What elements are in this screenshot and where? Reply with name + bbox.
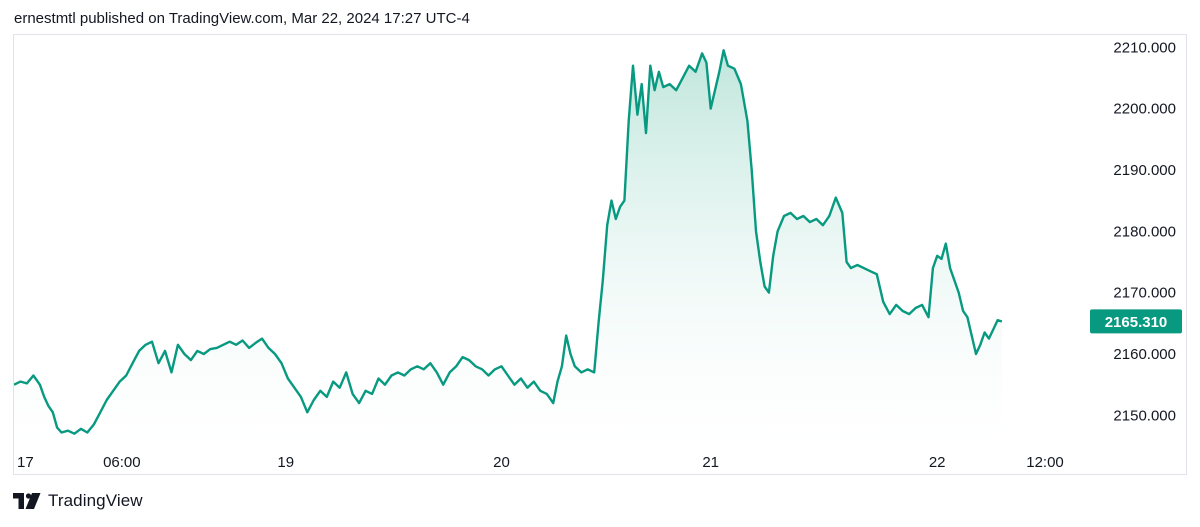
y-tick-label: 2170.000 — [1113, 285, 1176, 302]
x-tick-label: 20 — [493, 454, 510, 471]
footer: TradingView — [13, 491, 143, 511]
chart-frame: 2150.000 2160.000 2170.000 2180.000 2190.000… — [13, 34, 1187, 475]
x-tick-label: 22 — [929, 454, 946, 471]
price-chart[interactable]: 2150.000 2160.000 2170.000 2180.000 2190.000… — [14, 35, 1188, 476]
tradingview-logo-icon[interactable] — [13, 493, 41, 509]
y-tick-label: 2150.000 — [1113, 407, 1176, 424]
x-tick-label: 17 — [17, 454, 34, 471]
price-area-fill — [14, 50, 1002, 447]
time-axis[interactable]: 17 06:00 19 20 21 22 12:00 — [17, 454, 1064, 471]
y-tick-label: 2160.000 — [1113, 346, 1176, 363]
x-tick-label: 06:00 — [103, 454, 141, 471]
area-layer — [14, 50, 1002, 447]
line-layer — [14, 49, 1003, 435]
last-price-tag-label: 2165.310 — [1105, 314, 1168, 331]
brand-name[interactable]: TradingView — [48, 491, 143, 510]
y-tick-label: 2210.000 — [1113, 39, 1176, 56]
y-tick-label: 2180.000 — [1113, 223, 1176, 240]
price-line — [14, 49, 1003, 435]
y-tick-label: 2200.000 — [1113, 101, 1176, 118]
x-tick-label: 19 — [277, 454, 294, 471]
price-axis[interactable]: 2150.000 2160.000 2170.000 2180.000 2190.000… — [1113, 39, 1176, 424]
last-price-tag: 2165.310 — [1090, 309, 1182, 334]
y-tick-label: 2190.000 — [1113, 162, 1176, 179]
last-price-tag-bg — [1090, 309, 1182, 334]
x-tick-label: 21 — [702, 454, 719, 471]
publish-header: ernestmtl published on TradingView.com, … — [14, 10, 470, 27]
x-tick-label: 12:00 — [1026, 454, 1064, 471]
